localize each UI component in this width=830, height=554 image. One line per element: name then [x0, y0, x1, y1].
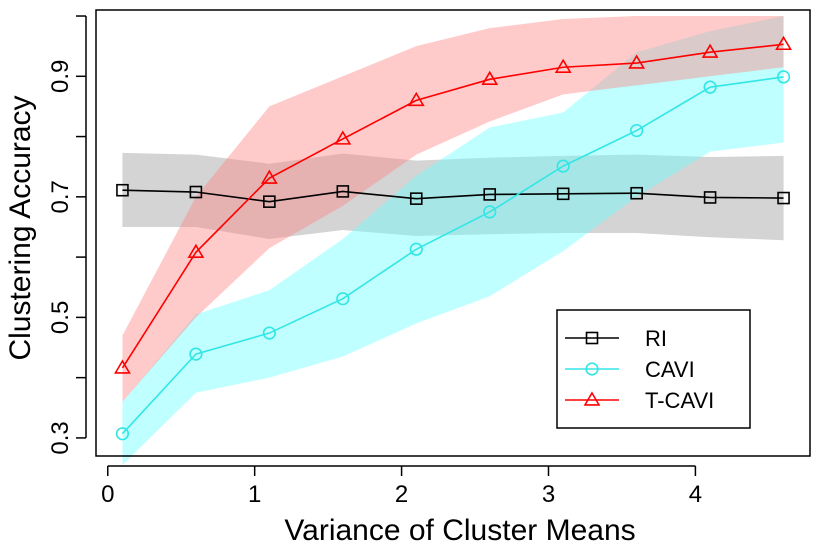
marker-cavi-8	[703, 80, 717, 94]
y-tick-label: 0.5	[47, 301, 74, 334]
series-markers	[114, 35, 792, 441]
band-t-cavi	[122, 16, 784, 402]
marker-ri-1	[189, 185, 203, 199]
line-ri	[122, 189, 784, 203]
marker-cavi-5	[483, 205, 497, 219]
y-axis: 0.3 0.5 0.7 0.9	[47, 15, 87, 455]
marker-t-cavi-8	[701, 43, 719, 58]
legend-label-ri: RI	[645, 326, 667, 351]
marker-ri-3	[336, 185, 350, 198]
line-t-cavi	[121, 43, 784, 369]
marker-t-cavi-1	[187, 243, 205, 258]
marker-cavi-0	[115, 427, 130, 441]
y-axis-title: Clustering Accuracy	[4, 95, 37, 360]
legend-marker-ri	[585, 331, 599, 345]
marker-ri-2	[263, 195, 276, 208]
marker-t-cavi-6	[554, 58, 572, 73]
marker-cavi-2	[262, 326, 276, 340]
plot-frame	[95, 9, 811, 457]
y-tick-label: 0.9	[47, 60, 74, 93]
x-tick-label: 2	[395, 481, 408, 508]
marker-t-cavi-4	[407, 91, 425, 107]
marker-cavi-7	[630, 123, 644, 138]
x-tick-label: 3	[542, 481, 555, 508]
marker-t-cavi-0	[114, 359, 131, 374]
marker-ri-4	[409, 192, 423, 205]
marker-t-cavi-7	[628, 54, 646, 69]
x-tick-label: 4	[689, 481, 702, 508]
marker-t-cavi-9	[775, 35, 792, 51]
marker-cavi-4	[409, 242, 423, 256]
marker-cavi-1	[189, 347, 203, 361]
legend-label-t-cavi: T-CAVI	[645, 388, 714, 413]
marker-ri-9	[777, 191, 790, 205]
line-cavi	[121, 76, 784, 435]
marker-ri-8	[703, 191, 717, 204]
x-axis: 0 1 2 3 4	[101, 465, 702, 508]
y-tick-label: 0.7	[47, 180, 74, 213]
legend-marker-t-cavi	[583, 391, 601, 406]
legend-marker-cavi	[585, 362, 599, 376]
x-tick-label: 0	[101, 481, 114, 508]
marker-t-cavi-5	[481, 70, 499, 86]
series-lines	[121, 43, 784, 435]
x-tick-label: 1	[248, 481, 261, 508]
legend: RI CAVI T-CAVI	[556, 309, 751, 429]
legend-label-cavi: CAVI	[645, 357, 695, 382]
marker-ri-7	[630, 186, 643, 200]
band-cavi	[122, 16, 784, 466]
marker-ri-0	[116, 183, 129, 197]
marker-ri-5	[483, 188, 497, 201]
marker-ri-6	[556, 187, 570, 201]
marker-cavi-3	[336, 292, 350, 306]
marker-cavi-9	[776, 70, 791, 84]
x-axis-title: Variance of Cluster Means	[284, 514, 635, 547]
marker-t-cavi-2	[260, 169, 278, 184]
y-tick-label: 0.3	[47, 421, 74, 454]
marker-cavi-6	[556, 159, 570, 173]
marker-t-cavi-3	[334, 130, 352, 145]
